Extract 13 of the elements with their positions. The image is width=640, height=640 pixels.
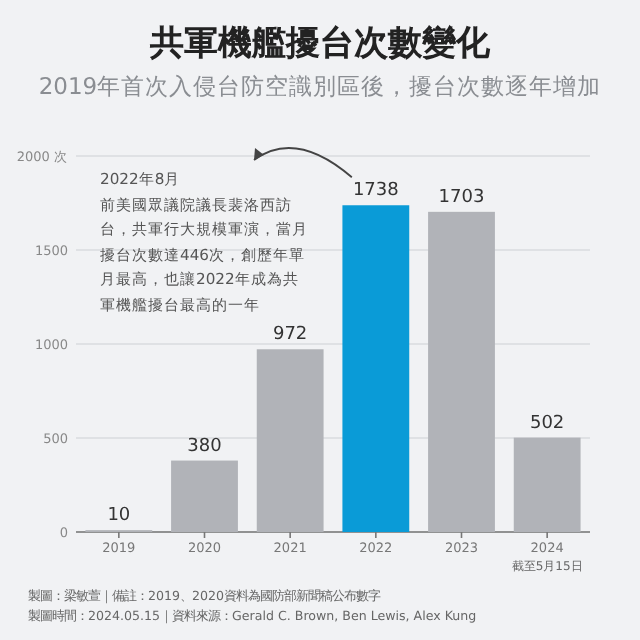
bar — [428, 211, 495, 532]
bar — [513, 437, 581, 532]
bar — [256, 349, 324, 532]
data-label: 10 — [107, 506, 131, 527]
bar — [342, 205, 410, 532]
data-label: 502 — [529, 413, 565, 434]
data-label: 1738 — [352, 181, 400, 202]
chart-subtitle: 2019年首次入侵台防空識別區後，擾台次數逐年增加 — [36, 72, 604, 102]
data-label: 380 — [187, 436, 223, 457]
chart-title: 共軍機艦擾台次數變化 — [148, 22, 492, 66]
data-label: 972 — [272, 325, 308, 346]
bar — [171, 460, 238, 532]
data-label: 1703 — [438, 187, 485, 208]
